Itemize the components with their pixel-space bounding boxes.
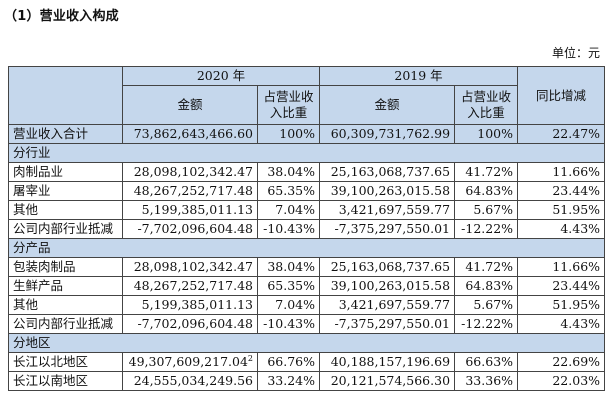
- table-row: 其他 5,199,385,011.13 7.04% 3,421,697,559.77 5…: [8, 295, 606, 315]
- section-header-row: 分产品: [7, 238, 606, 258]
- amount-2020-cell: 28,098,102,342.47: [122, 257, 258, 277]
- unit-label: 单位：元: [551, 46, 600, 60]
- yoy-cell: 51.95%: [517, 200, 606, 220]
- bottom-crop-fade: [0, 398, 610, 411]
- section-header-row: 分行业: [7, 143, 606, 163]
- table-row: 公司内部行业抵减 -7,702,096,604.48 -10.43% -7,375,2…: [8, 219, 606, 239]
- section-title: 分行业: [7, 143, 606, 163]
- row-label: 其他: [8, 200, 123, 220]
- yoy-cell: 11.66%: [517, 162, 606, 182]
- amount-2020-cell: 73,862,643,466.60: [122, 124, 258, 144]
- amount-2019-cell: 39,100,263,015.58: [319, 181, 456, 201]
- share-2020-cell: 65.35%: [256, 181, 321, 201]
- header-year-2020: 2020 年: [121, 66, 321, 86]
- table-row: 生鲜产品 48,267,252,717.48 65.35% 39,100,263,01…: [8, 276, 606, 296]
- yoy-cell: 11.66%: [517, 257, 606, 277]
- row-label: 公司内部行业抵减: [8, 314, 123, 334]
- table-row: 其他 5,199,385,011.13 7.04% 3,421,697,559.77 5…: [8, 200, 606, 220]
- header-share-2019: 占营业收 入比重: [454, 85, 519, 125]
- yoy-cell: 23.44%: [517, 181, 606, 201]
- share-2019-cell: 64.83%: [454, 181, 519, 201]
- amount-2019-cell: -7,375,297,550.01: [319, 219, 456, 239]
- row-label: 肉制品业: [8, 162, 123, 182]
- header-year-2019: 2019 年: [319, 66, 519, 86]
- section-title: 分地区: [7, 333, 606, 353]
- header-amount-2020: 金额: [122, 85, 258, 125]
- amount-2019-cell: 3,421,697,559.77: [319, 295, 456, 315]
- row-label: 屠宰业: [8, 181, 123, 201]
- row-label: 其他: [8, 295, 123, 315]
- table-row: 公司内部行业抵减 -7,702,096,604.48 -10.43% -7,375,2…: [8, 314, 606, 334]
- row-label: 公司内部行业抵减: [8, 219, 123, 239]
- table-row-total: 营业收入合计 73,862,643,466.60 100% 60,309,731…: [8, 124, 606, 144]
- yoy-cell: 22.69%: [517, 352, 606, 372]
- share-2020-cell: 38.04%: [256, 162, 321, 182]
- share-2020-cell: 33.24%: [256, 371, 321, 391]
- yoy-cell: 4.43%: [517, 219, 606, 239]
- row-label: 生鲜产品: [8, 276, 123, 296]
- amount-2020-cell: 28,098,102,342.47: [122, 162, 258, 182]
- table-row: 肉制品业 28,098,102,342.47 38.04% 25,163,068,73…: [8, 162, 606, 182]
- amount-2019-cell: 60,309,731,762.99: [319, 124, 456, 144]
- share-2019-cell: -12.22%: [454, 219, 519, 239]
- amount-2020-cell: 48,267,252,717.48: [122, 181, 258, 201]
- row-label: 包装肉制品: [8, 257, 123, 277]
- footnote-marker: 2: [247, 353, 253, 363]
- yoy-cell: 22.47%: [517, 124, 606, 144]
- amount-2019-cell: 40,188,157,196.69: [319, 352, 456, 372]
- share-2019-cell: 100%: [454, 124, 519, 144]
- table-row: 长江以北地区 49,307,609,217.042 66.76% 40,188,157…: [8, 352, 606, 372]
- table-row: 屠宰业 48,267,252,717.48 65.35% 39,100,263,015…: [8, 181, 606, 201]
- yoy-cell: 51.95%: [517, 295, 606, 315]
- share-2020-cell: -10.43%: [256, 314, 321, 334]
- share-2020-cell: 65.35%: [256, 276, 321, 296]
- section-title: 分产品: [7, 238, 606, 258]
- amount-2019-cell: 25,163,068,737.65: [319, 162, 456, 182]
- header-share-2020: 占营业收 入比重: [256, 85, 321, 125]
- row-label: 长江以北地区: [8, 352, 123, 372]
- share-2019-cell: 41.72%: [454, 162, 519, 182]
- yoy-cell: 4.43%: [517, 314, 606, 334]
- share-2019-cell: 33.36%: [454, 371, 519, 391]
- share-2019-cell: 66.63%: [454, 352, 519, 372]
- header-yoy: 同比增减: [517, 66, 606, 125]
- share-2019-cell: 5.67%: [454, 295, 519, 315]
- share-2019-cell: 5.67%: [454, 200, 519, 220]
- share-2020-cell: 7.04%: [256, 200, 321, 220]
- header-blank: [8, 66, 123, 125]
- share-2019-cell: 64.83%: [454, 276, 519, 296]
- amount-2020-cell: -7,702,096,604.48: [122, 314, 258, 334]
- header-amount-2019: 金额: [319, 85, 456, 125]
- yoy-cell: 22.03%: [517, 371, 606, 391]
- share-2020-cell: 7.04%: [256, 295, 321, 315]
- share-2020-cell: -10.43%: [256, 219, 321, 239]
- amount-2019-cell: 3,421,697,559.77: [319, 200, 456, 220]
- row-label: 长江以南地区: [8, 371, 123, 391]
- amount-2020-cell: 5,199,385,011.13: [122, 200, 258, 220]
- amount-2020-cell: 5,199,385,011.13: [122, 295, 258, 315]
- share-2019-cell: 41.72%: [454, 257, 519, 277]
- amount-2019-cell: -7,375,297,550.01: [319, 314, 456, 334]
- amount-2020-cell: 24,555,034,249.56: [122, 371, 258, 391]
- share-2019-cell: -12.22%: [454, 314, 519, 334]
- amount-2020-cell: 48,267,252,717.48: [122, 276, 258, 296]
- row-label: 营业收入合计: [8, 124, 123, 144]
- revenue-table: 2020 年 2019 年 同比增减 金额 占营业收 入比重 金额 占营业收 入比重…: [7, 66, 606, 391]
- amount-2020-cell: 49,307,609,217.042: [122, 352, 258, 372]
- share-2020-cell: 66.76%: [256, 352, 321, 372]
- yoy-cell: 23.44%: [517, 276, 606, 296]
- amount-2019-cell: 25,163,068,737.65: [319, 257, 456, 277]
- table-row: 长江以南地区 24,555,034,249.56 33.24% 20,121,574,…: [8, 371, 606, 391]
- amount-2019-cell: 39,100,263,015.58: [319, 276, 456, 296]
- share-2020-cell: 38.04%: [256, 257, 321, 277]
- section-header-row: 分地区: [7, 333, 606, 353]
- table-row: 包装肉制品 28,098,102,342.47 38.04% 25,163,068,7…: [8, 257, 606, 277]
- amount-2019-cell: 20,121,574,566.30: [319, 371, 456, 391]
- section-heading: （1）营业收入构成: [4, 9, 119, 24]
- amount-2020-cell: -7,702,096,604.48: [122, 219, 258, 239]
- share-2020-cell: 100%: [256, 124, 321, 144]
